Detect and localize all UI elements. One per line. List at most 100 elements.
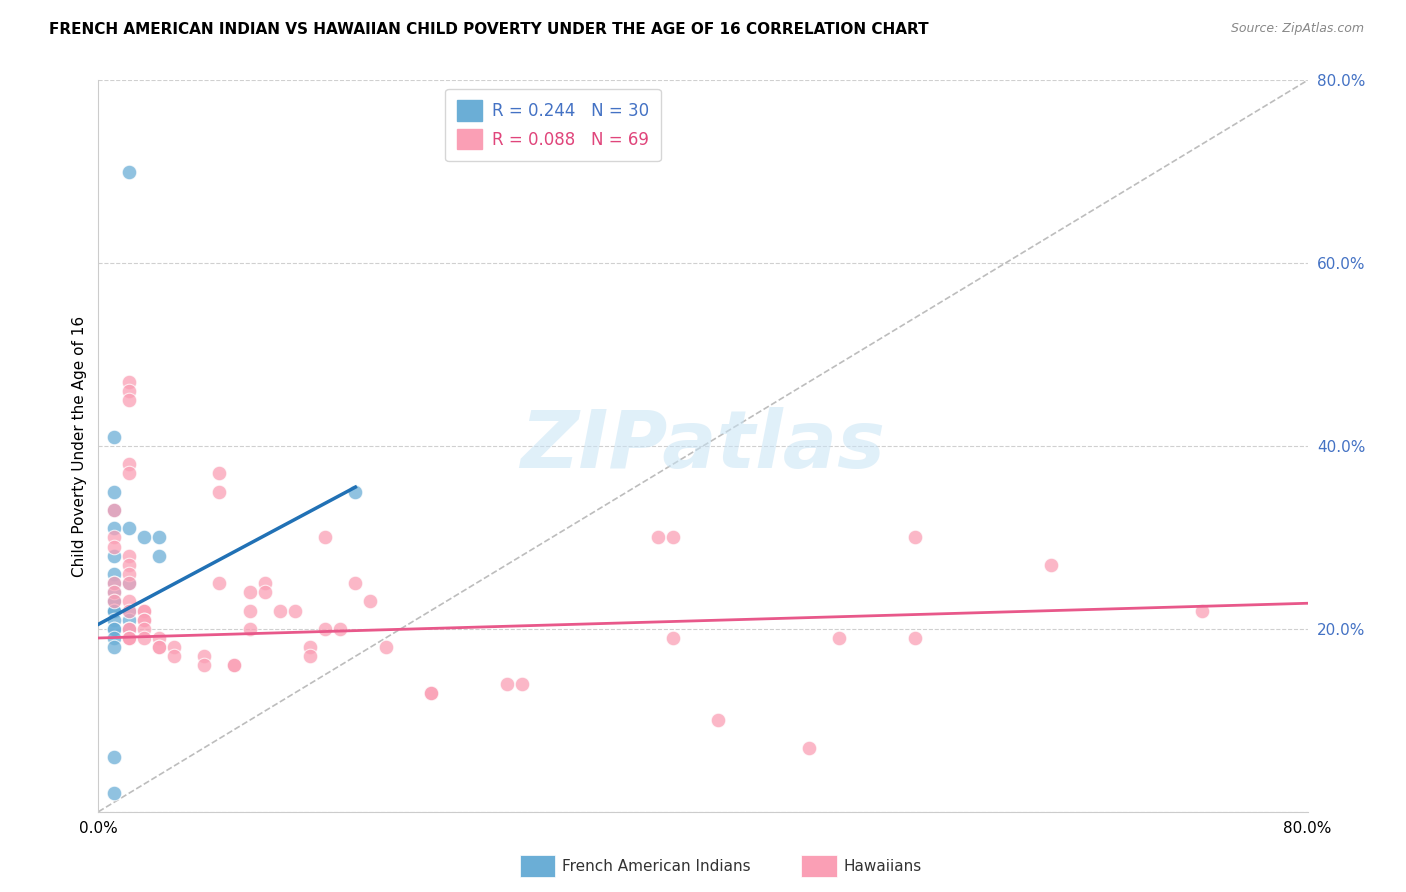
Point xyxy=(193,649,215,664)
Point xyxy=(797,740,820,755)
Point xyxy=(661,631,683,645)
Point xyxy=(103,430,125,444)
Point xyxy=(103,622,125,636)
Point xyxy=(299,640,322,655)
Point xyxy=(103,631,125,645)
Point xyxy=(118,576,141,591)
Point xyxy=(118,457,141,471)
Point xyxy=(224,658,246,673)
Point xyxy=(707,714,730,728)
Point xyxy=(239,622,262,636)
Point xyxy=(103,503,125,517)
Point xyxy=(103,603,125,617)
Point xyxy=(103,540,125,554)
Point xyxy=(103,787,125,801)
Point xyxy=(148,530,170,544)
Point xyxy=(103,530,125,544)
Point xyxy=(118,576,141,591)
Point xyxy=(103,613,125,627)
Point xyxy=(103,640,125,655)
Legend: R = 0.244   N = 30, R = 0.088   N = 69: R = 0.244 N = 30, R = 0.088 N = 69 xyxy=(446,88,661,161)
Point xyxy=(132,530,155,544)
Point xyxy=(239,603,262,617)
Point xyxy=(163,640,186,655)
Point xyxy=(103,749,125,764)
Point xyxy=(103,594,125,608)
Point xyxy=(344,484,367,499)
Point xyxy=(661,530,683,544)
Point xyxy=(163,649,186,664)
Point xyxy=(103,576,125,591)
Point xyxy=(103,503,125,517)
Point xyxy=(132,603,155,617)
Point xyxy=(118,594,141,608)
Point xyxy=(118,603,141,617)
Text: Source: ZipAtlas.com: Source: ZipAtlas.com xyxy=(1230,22,1364,36)
Point xyxy=(103,622,125,636)
Point xyxy=(132,603,155,617)
Point xyxy=(118,622,141,636)
Point xyxy=(118,631,141,645)
Point xyxy=(118,384,141,398)
Point xyxy=(103,585,125,599)
Point xyxy=(118,164,141,178)
Point xyxy=(132,613,155,627)
Point xyxy=(510,676,533,690)
Point xyxy=(103,594,125,608)
Point xyxy=(118,622,141,636)
Point xyxy=(239,585,262,599)
Point xyxy=(828,631,851,645)
Point xyxy=(253,585,276,599)
Point xyxy=(148,631,170,645)
Point xyxy=(253,576,276,591)
Point xyxy=(118,631,141,645)
Point xyxy=(420,686,443,700)
Point xyxy=(360,594,382,608)
Point xyxy=(647,530,669,544)
Point xyxy=(118,613,141,627)
Point xyxy=(103,594,125,608)
Point xyxy=(118,393,141,408)
Point xyxy=(103,484,125,499)
Point xyxy=(314,622,336,636)
Text: Hawaiians: Hawaiians xyxy=(844,859,922,873)
Point xyxy=(103,603,125,617)
Point xyxy=(118,603,141,617)
Point xyxy=(208,467,231,481)
Point xyxy=(118,622,141,636)
Point xyxy=(118,521,141,535)
Point xyxy=(904,631,927,645)
Point xyxy=(224,658,246,673)
Point xyxy=(420,686,443,700)
Point xyxy=(314,530,336,544)
Text: ZIPatlas: ZIPatlas xyxy=(520,407,886,485)
Text: French American Indians: French American Indians xyxy=(562,859,751,873)
Point xyxy=(148,640,170,655)
Point xyxy=(208,484,231,499)
Point xyxy=(208,576,231,591)
Point xyxy=(103,576,125,591)
Point xyxy=(148,549,170,563)
Point xyxy=(132,613,155,627)
Point xyxy=(344,576,367,591)
Point xyxy=(193,658,215,673)
Point xyxy=(103,585,125,599)
Point xyxy=(118,549,141,563)
Point xyxy=(118,467,141,481)
Y-axis label: Child Poverty Under the Age of 16: Child Poverty Under the Age of 16 xyxy=(72,316,87,576)
Point xyxy=(374,640,396,655)
Point xyxy=(103,549,125,563)
Point xyxy=(269,603,291,617)
Point xyxy=(329,622,352,636)
Point xyxy=(284,603,307,617)
Point xyxy=(118,567,141,582)
Point xyxy=(132,631,155,645)
Point xyxy=(1039,558,1062,572)
Point xyxy=(904,530,927,544)
Point xyxy=(132,622,155,636)
Point xyxy=(118,631,141,645)
Point xyxy=(118,375,141,389)
Point xyxy=(103,603,125,617)
Point xyxy=(148,640,170,655)
Point xyxy=(495,676,517,690)
